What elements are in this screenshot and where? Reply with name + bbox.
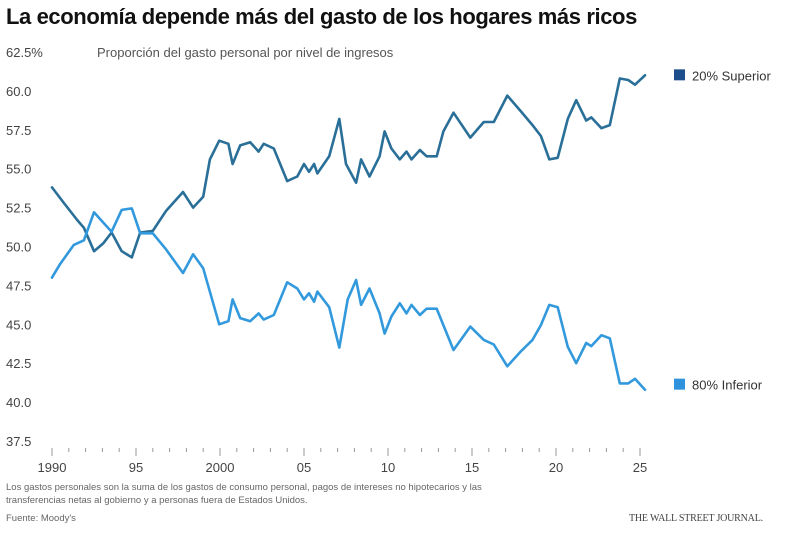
y-tick-label: 37.5 bbox=[6, 434, 31, 449]
series-lines bbox=[50, 74, 647, 391]
x-tick-label: 95 bbox=[129, 460, 143, 475]
series-line-bottom-80 bbox=[50, 207, 647, 391]
chart-subtitle: Proporción del gasto personal por nivel … bbox=[97, 45, 394, 60]
x-tick-label: 2000 bbox=[206, 460, 235, 475]
publisher-logo: THE WALL STREET JOURNAL. bbox=[629, 513, 763, 524]
y-tick-label: 40.0 bbox=[6, 395, 31, 410]
y-tick-label: 50.0 bbox=[6, 240, 31, 255]
chart-title: La economía depende más del gasto de los… bbox=[6, 4, 637, 29]
y-tick-label: 55.0 bbox=[6, 162, 31, 177]
legend-swatch bbox=[674, 69, 685, 81]
x-tick-label: 1990 bbox=[38, 460, 67, 475]
source-note: Fuente: Moody's bbox=[6, 513, 76, 524]
y-tick-label: 60.0 bbox=[6, 84, 31, 99]
y-tick-label: 57.5 bbox=[6, 123, 31, 138]
x-tick-label: 05 bbox=[297, 460, 311, 475]
legend: 20% Superior 80% Inferior bbox=[674, 68, 771, 393]
x-tick-label: 20 bbox=[549, 460, 563, 475]
x-tick-label: 25 bbox=[633, 460, 647, 475]
y-tick-label: 62.5% bbox=[6, 45, 43, 60]
y-tick-label: 42.5 bbox=[6, 356, 31, 371]
series-line-top-20 bbox=[50, 74, 647, 259]
y-axis: 62.5% 60.0 57.5 55.0 52.5 50.0 47.5 45.0 42.5 40.… bbox=[6, 45, 43, 449]
legend-label: 20% Superior bbox=[692, 68, 771, 83]
y-tick-label: 47.5 bbox=[6, 278, 31, 293]
legend-label: 80% Inferior bbox=[692, 378, 763, 393]
x-tick-label: 15 bbox=[465, 460, 479, 475]
y-tick-label: 52.5 bbox=[6, 201, 31, 216]
x-tick-label: 10 bbox=[381, 460, 395, 475]
footnote: Los gastos personales son la suma de los… bbox=[6, 482, 482, 506]
legend-swatch bbox=[674, 378, 685, 390]
y-tick-label: 45.0 bbox=[6, 317, 31, 332]
x-axis: 1990 95 2000 05 10 15 20 25 bbox=[38, 448, 647, 475]
